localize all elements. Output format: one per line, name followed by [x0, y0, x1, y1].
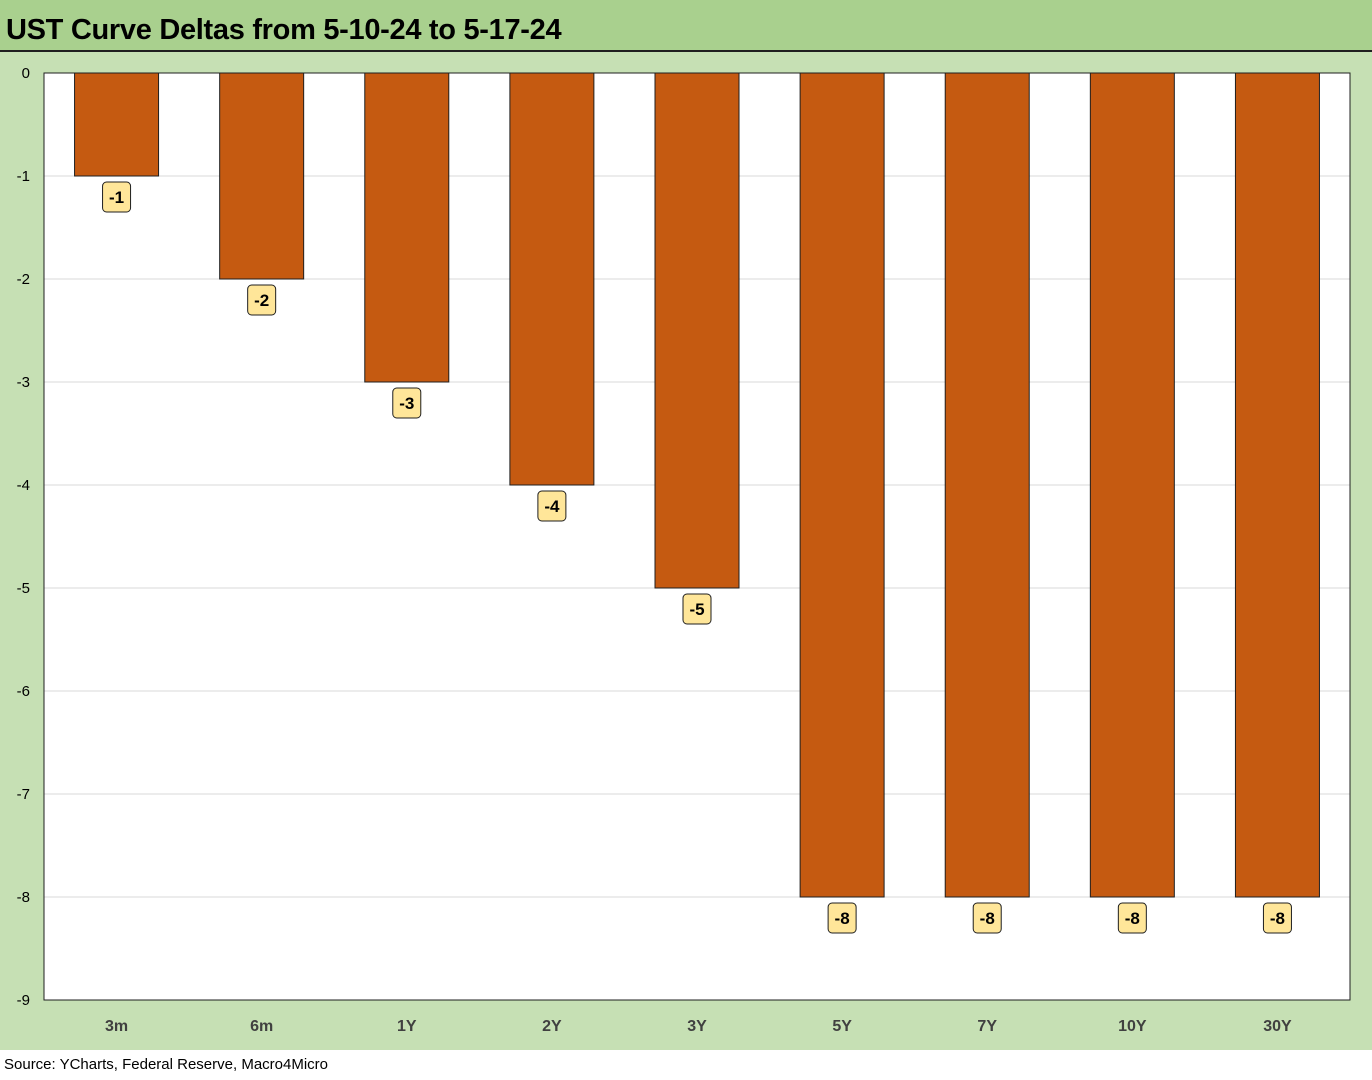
- bar-3m: [74, 72, 160, 177]
- data-label-box: [102, 181, 132, 213]
- y-tick-label: -3: [17, 374, 30, 391]
- data-label: -8: [1125, 909, 1140, 928]
- data-label-box: [247, 284, 277, 316]
- bar-10Y: [1089, 72, 1175, 898]
- y-tick-label: -4: [17, 477, 30, 494]
- y-tick-label: -9: [17, 992, 30, 1009]
- x-tick-label: 3m: [105, 1018, 128, 1035]
- x-tick-label: 5Y: [832, 1018, 852, 1035]
- x-tick-label: 10Y: [1118, 1018, 1147, 1035]
- data-label: -3: [399, 394, 414, 413]
- title-bar: UST Curve Deltas from 5-10-24 to 5-17-24: [0, 0, 1372, 52]
- data-label: -8: [835, 909, 850, 928]
- data-label: -2: [254, 291, 269, 310]
- x-tick-label: 6m: [250, 1018, 273, 1035]
- data-label: -8: [980, 909, 995, 928]
- data-label: -5: [689, 600, 704, 619]
- data-label-box: [537, 490, 567, 522]
- data-label-box: [682, 593, 712, 625]
- y-tick-label: 0: [22, 65, 30, 82]
- bar-5Y: [799, 72, 885, 898]
- bar-6m: [219, 72, 305, 280]
- x-tick-label: 7Y: [977, 1018, 997, 1035]
- data-label-box: [1262, 902, 1292, 934]
- x-tick-label: 1Y: [397, 1018, 417, 1035]
- y-tick-label: -6: [17, 683, 30, 700]
- data-label: -4: [544, 497, 560, 516]
- footer: Source: YCharts, Federal Reserve, Macro4…: [0, 1050, 1372, 1080]
- y-tick-label: -8: [17, 889, 30, 906]
- data-label-box: [1117, 902, 1147, 934]
- x-tick-label: 3Y: [687, 1018, 707, 1035]
- y-tick-label: -5: [17, 580, 30, 597]
- y-tick-label: -7: [17, 786, 30, 803]
- bar-2Y: [509, 72, 595, 486]
- y-tick-label: -1: [17, 168, 30, 185]
- data-label-box: [827, 902, 857, 934]
- bar-7Y: [944, 72, 1030, 898]
- bar-chart: 0 -1 -2 -3 -4 -5 -6 -7 -8 -9 -1 3m -2 6m -3 1Y -4 2Y -5 3Y -…: [17, 65, 1351, 1035]
- bar-1Y: [364, 72, 450, 383]
- data-label-box: [392, 387, 422, 419]
- data-label: -1: [109, 188, 124, 207]
- chart-title: UST Curve Deltas from 5-10-24 to 5-17-24: [6, 14, 562, 46]
- bar-3Y: [654, 72, 740, 589]
- x-tick-label: 30Y: [1263, 1018, 1292, 1035]
- data-label: -8: [1270, 909, 1285, 928]
- x-tick-label: 2Y: [542, 1018, 562, 1035]
- source-note: Source: YCharts, Federal Reserve, Macro4…: [4, 1056, 329, 1073]
- chart-area: 0 -1 -2 -3 -4 -5 -6 -7 -8 -9 -1 3m -2 6m -3 1Y -4 2Y -5 3Y -…: [0, 52, 1372, 1050]
- data-label-box: [972, 902, 1002, 934]
- y-tick-label: -2: [17, 271, 30, 288]
- bar-30Y: [1234, 72, 1320, 898]
